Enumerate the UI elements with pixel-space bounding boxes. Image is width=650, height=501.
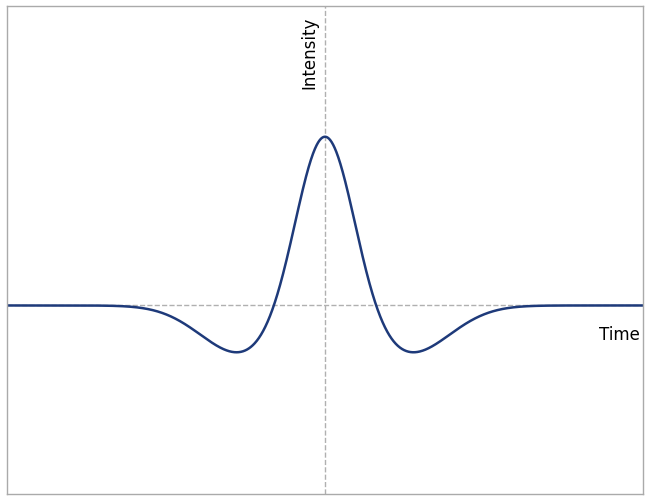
Text: Time: Time: [599, 325, 640, 343]
Text: Intensity: Intensity: [300, 17, 318, 89]
